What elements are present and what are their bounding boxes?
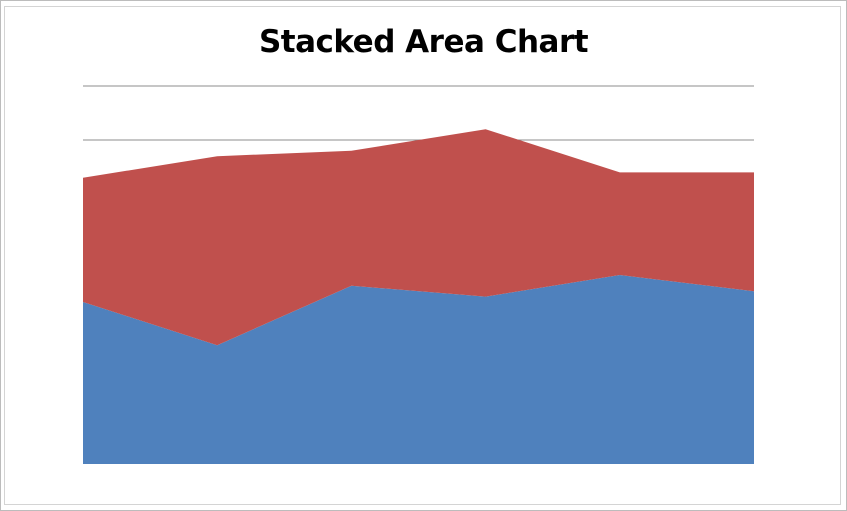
area-series-2: [83, 129, 754, 346]
area-series-1: [83, 275, 754, 464]
chart-title: Stacked Area Chart: [258, 24, 589, 60]
